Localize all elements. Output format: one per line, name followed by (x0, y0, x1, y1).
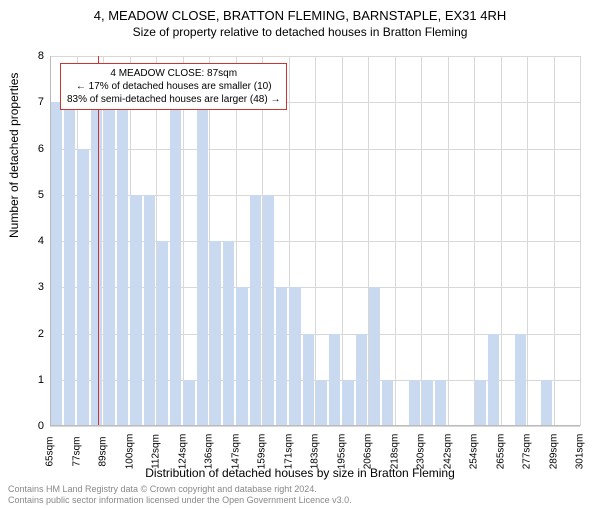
x-tick: 77sqm (71, 436, 82, 466)
histogram-plot (50, 56, 580, 426)
x-tick: 89sqm (98, 436, 109, 466)
x-tick: 301sqm (575, 434, 586, 470)
histogram-bar (144, 195, 155, 426)
x-tick: 65sqm (45, 436, 56, 466)
histogram-bar (183, 380, 194, 426)
gridline-v (342, 56, 343, 426)
histogram-bar (422, 380, 433, 426)
histogram-bar (303, 334, 314, 427)
histogram-bar (77, 149, 88, 427)
histogram-bar (130, 195, 141, 426)
histogram-bar (329, 334, 340, 427)
histogram-bar (91, 102, 102, 426)
histogram-bar (356, 334, 367, 427)
y-tick: 3 (14, 281, 44, 293)
histogram-bar (51, 102, 62, 426)
histogram-bar (409, 380, 420, 426)
x-tick: 277sqm (522, 434, 533, 470)
info-box-line: ← 17% of detached houses are smaller (10… (67, 80, 280, 93)
histogram-bar (342, 380, 353, 426)
histogram-bar (236, 287, 247, 426)
y-tick: 4 (14, 235, 44, 247)
chart-area (50, 56, 580, 426)
histogram-bar (316, 380, 327, 426)
x-tick: 289sqm (548, 434, 559, 470)
x-tick: 230sqm (416, 434, 427, 470)
y-tick: 5 (14, 189, 44, 201)
x-tick: 112sqm (151, 434, 162, 469)
info-box: 4 MEADOW CLOSE: 87sqm← 17% of detached h… (60, 63, 287, 110)
x-tick: 159sqm (257, 434, 268, 470)
y-tick: 1 (14, 374, 44, 386)
x-tick: 183sqm (310, 434, 321, 470)
histogram-bar (210, 241, 221, 426)
x-axis-label: Distribution of detached houses by size … (0, 466, 600, 480)
histogram-bar (276, 287, 287, 426)
y-tick: 7 (14, 96, 44, 108)
title-main: 4, MEADOW CLOSE, BRATTON FLEMING, BARNST… (0, 8, 600, 23)
marker-line (98, 56, 99, 426)
info-box-line: 4 MEADOW CLOSE: 87sqm (67, 67, 280, 80)
gridline-h (50, 426, 580, 427)
gridline-v (501, 56, 502, 426)
y-tick: 8 (14, 50, 44, 62)
info-box-line: 83% of semi-detached houses are larger (… (67, 93, 280, 106)
histogram-bar (515, 334, 526, 427)
gridline-v (395, 56, 396, 426)
histogram-bar (117, 102, 128, 426)
histogram-bar (541, 380, 552, 426)
x-tick: 242sqm (442, 434, 453, 470)
x-tick: 254sqm (469, 434, 480, 470)
gridline-v (474, 56, 475, 426)
histogram-bar (435, 380, 446, 426)
y-tick: 0 (14, 420, 44, 432)
y-tick: 6 (14, 143, 44, 155)
histogram-bar (64, 102, 75, 426)
footer-attribution: Contains HM Land Registry data © Crown c… (8, 484, 352, 506)
histogram-bar (263, 195, 274, 426)
x-tick: 147sqm (230, 434, 241, 470)
histogram-bar (382, 380, 393, 426)
histogram-bar (488, 334, 499, 427)
x-tick: 265sqm (495, 434, 506, 470)
histogram-bar (475, 380, 486, 426)
gridline-v (448, 56, 449, 426)
x-tick: 171sqm (283, 434, 294, 470)
gridline-v (183, 56, 184, 426)
histogram-bar (250, 195, 261, 426)
histogram-bar (170, 102, 181, 426)
x-tick: 100sqm (124, 434, 135, 470)
histogram-bar (197, 102, 208, 426)
histogram-bar (289, 287, 300, 426)
histogram-bar (157, 241, 168, 426)
gridline-v (580, 56, 581, 426)
gridline-v (527, 56, 528, 426)
footer-line-2: Contains public sector information licen… (8, 495, 352, 506)
x-tick: 136sqm (204, 434, 215, 470)
title-sub: Size of property relative to detached ho… (0, 25, 600, 39)
x-tick: 124sqm (177, 434, 188, 470)
histogram-bar (223, 241, 234, 426)
gridline-v (554, 56, 555, 426)
gridline-v (315, 56, 316, 426)
footer-line-1: Contains HM Land Registry data © Crown c… (8, 484, 352, 495)
x-tick: 206sqm (363, 434, 374, 470)
y-tick: 2 (14, 328, 44, 340)
histogram-bar (369, 287, 380, 426)
histogram-bar (104, 102, 115, 426)
x-tick: 218sqm (389, 434, 400, 470)
x-tick: 195sqm (336, 434, 347, 470)
gridline-v (421, 56, 422, 426)
